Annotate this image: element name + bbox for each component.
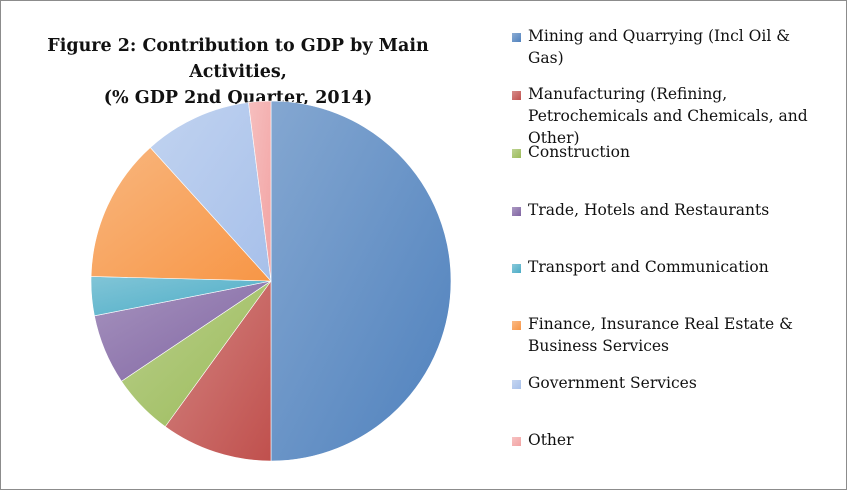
pie-slice-7 xyxy=(248,100,272,282)
legend-label-other: Other xyxy=(528,431,574,449)
legend-swatch-finance xyxy=(512,321,521,330)
legend-swatch-government xyxy=(512,380,521,389)
legend-swatch-mining xyxy=(512,33,521,42)
legend-label-finance: Finance, Insurance Real Estate & Busines… xyxy=(528,315,793,355)
legend-label-transport: Transport and Communication xyxy=(528,258,769,276)
legend-swatch-transport xyxy=(512,264,521,273)
chart-title-line-1: Figure 2: Contribution to GDP by Main Ac… xyxy=(47,36,429,82)
pie-slice-6 xyxy=(149,102,272,282)
legend-swatch-construction xyxy=(512,149,521,158)
legend-label-government: Government Services xyxy=(528,374,697,392)
chart-title: Figure 2: Contribution to GDP by Main Ac… xyxy=(3,33,473,111)
legend-label-manufacturing: Manufacturing (Refining, Petrochemicals … xyxy=(528,85,808,147)
legend-label-mining: Mining and Quarrying (Incl Oil & Gas) xyxy=(528,27,791,67)
pie-slice-0 xyxy=(270,100,452,462)
legend-swatch-manufacturing xyxy=(512,91,521,100)
legend-label-trade: Trade, Hotels and Restaurants xyxy=(528,201,770,219)
legend-swatch-other xyxy=(512,437,521,446)
legend-swatch-trade xyxy=(512,207,521,216)
chart-title-line-2: (% GDP 2nd Quarter, 2014) xyxy=(103,88,373,108)
legend-label-construction: Construction xyxy=(528,143,630,161)
pie-slice-5 xyxy=(90,147,272,282)
pie-slice-1 xyxy=(164,280,272,462)
pie-slices xyxy=(90,100,452,462)
